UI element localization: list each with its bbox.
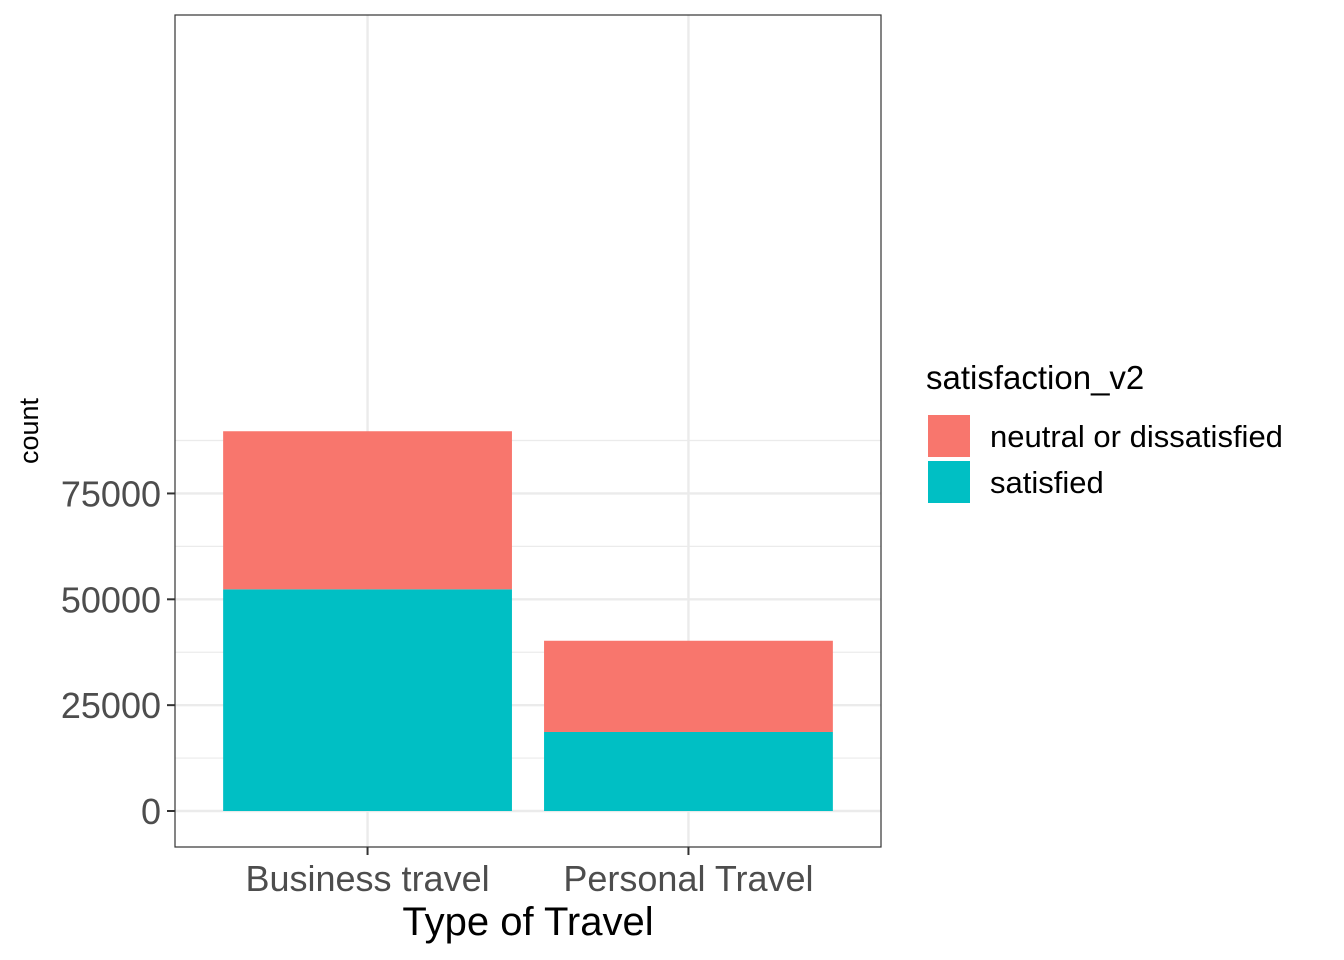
legend-title: satisfaction_v2 [926, 359, 1144, 396]
bar-satisfied-business-travel [223, 589, 512, 812]
y-tick-label: 75000 [61, 473, 161, 514]
bar-satisfied-personal-travel [544, 731, 833, 812]
legend-key-satisfied [928, 461, 970, 503]
legend-key-neutral-or-dissatisfied [928, 415, 970, 457]
x-tick-label: Personal Travel [563, 858, 813, 899]
y-tick-label: 0 [141, 791, 161, 832]
axes: 0 25000 50000 75000 Business travel Personal … [61, 473, 814, 899]
legend-label: neutral or dissatisfied [990, 419, 1283, 454]
y-tick-label: 25000 [61, 685, 161, 726]
legend-label: satisfied [990, 465, 1104, 500]
x-tick-label: Business travel [245, 858, 489, 899]
plot-border [174, 14, 882, 848]
y-tick-label: 50000 [61, 579, 161, 620]
x-axis-title: Type of Travel [402, 900, 653, 944]
bars [223, 431, 833, 812]
bar-neutral-or-dissatisfied-business-travel [223, 431, 512, 590]
y-axis-title: count [14, 397, 44, 464]
bar-neutral-or-dissatisfied-personal-travel [544, 640, 833, 732]
legend: satisfaction_v2 neutral or dissatisfied s… [926, 359, 1283, 503]
